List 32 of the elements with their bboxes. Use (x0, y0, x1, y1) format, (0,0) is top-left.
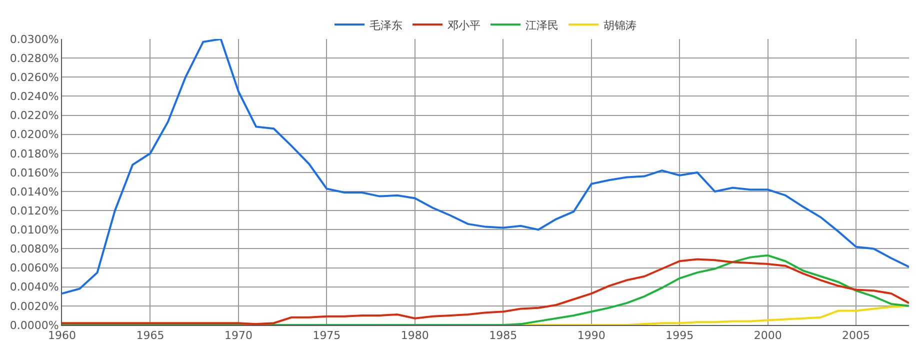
x-tick-label: 1985 (489, 329, 518, 342)
x-tick-label: 1975 (312, 329, 341, 342)
x-tick-label: 2005 (842, 329, 870, 342)
legend-label: 胡锦涛 (604, 18, 636, 32)
y-tick-label: 0.0160% (10, 166, 59, 180)
y-tick-label: 0.0280% (10, 52, 59, 65)
x-tick-label: 1995 (666, 329, 694, 342)
y-tick-label: 0.0040% (10, 280, 59, 294)
y-tick-label: 0.0080% (10, 242, 59, 256)
x-tick-label: 1980 (400, 329, 429, 342)
legend-label: 邓小平 (448, 18, 480, 32)
y-tick-label: 0.0200% (10, 128, 59, 142)
legend-label: 江泽民 (526, 18, 558, 32)
y-tick-label: 0.0020% (10, 300, 59, 313)
x-tick-label: 2000 (754, 329, 782, 342)
y-tick-label: 0.0000% (10, 318, 59, 332)
x-tick-label: 1990 (577, 329, 606, 342)
y-tick-label: 0.0300% (10, 32, 59, 46)
y-tick-label: 0.0180% (10, 147, 59, 160)
y-tick-label: 0.0220% (10, 109, 59, 122)
x-tick-label: 1970 (224, 329, 252, 342)
line-series (62, 39, 909, 295)
legend-label: 毛泽东 (370, 18, 402, 32)
y-tick-label: 0.0100% (10, 224, 59, 237)
y-tick-label: 0.0240% (10, 90, 59, 104)
x-tick-label: 1965 (136, 329, 164, 342)
y-tick-label: 0.0060% (10, 262, 59, 275)
line-series (520, 304, 909, 325)
x-tick-label: 1960 (48, 329, 76, 342)
y-tick-label: 0.0120% (10, 204, 59, 218)
y-tick-label: 0.0260% (10, 70, 59, 84)
y-tick-label: 0.0140% (10, 185, 59, 198)
